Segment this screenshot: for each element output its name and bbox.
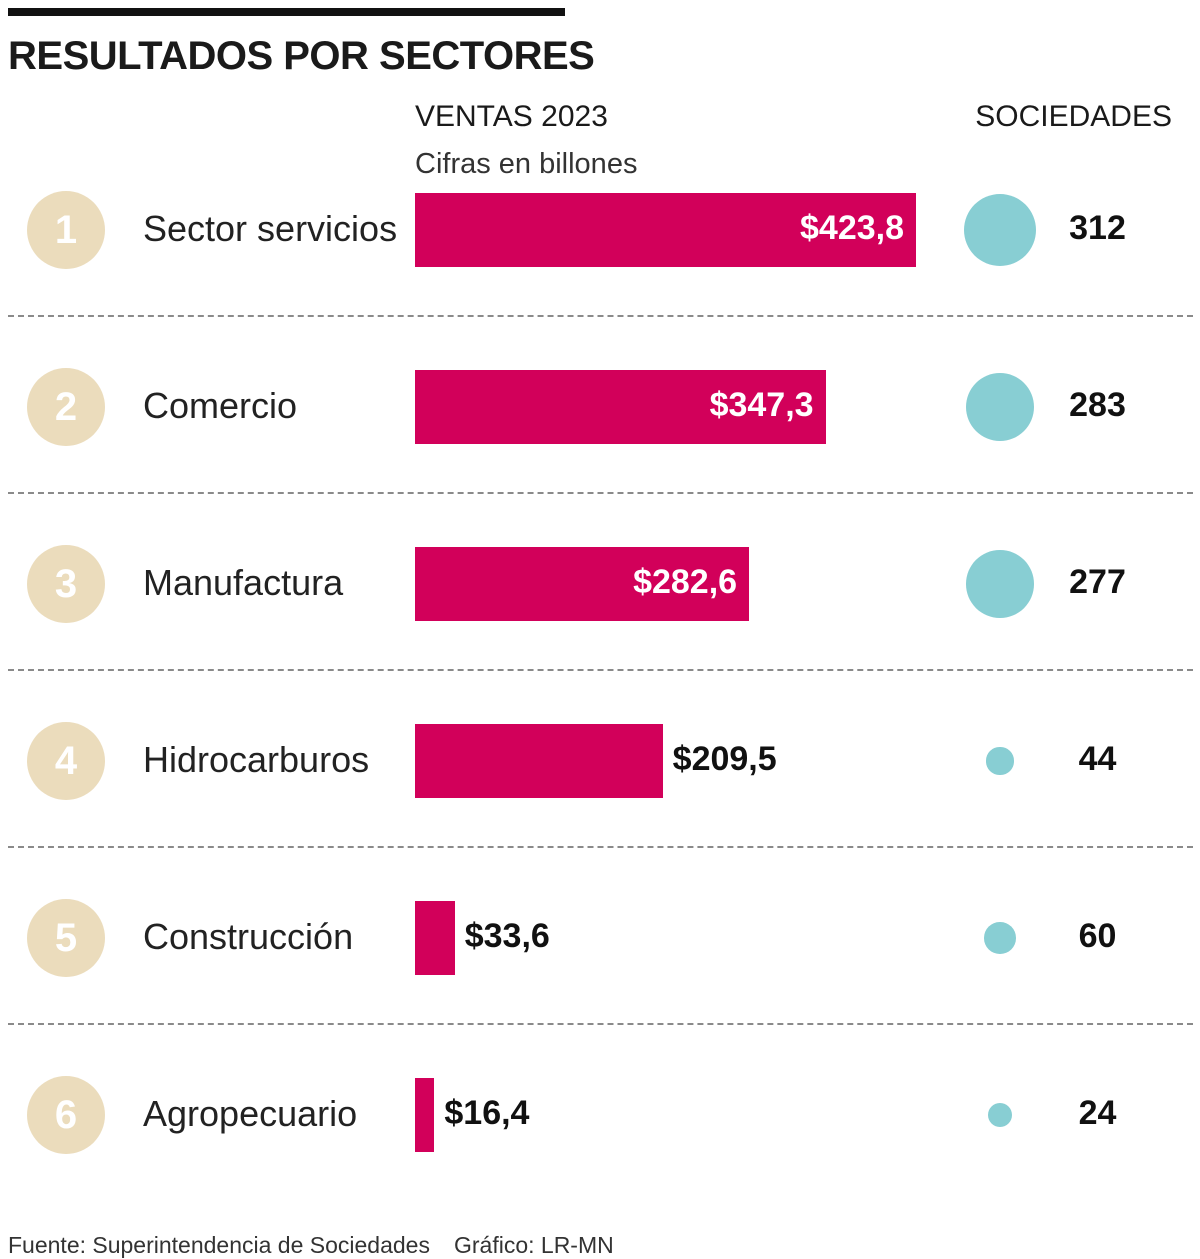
sociedades-bubble: [988, 1103, 1012, 1127]
sociedades-header: SOCIEDADES: [975, 100, 1172, 133]
footer-source: Fuente: Superintendencia de Sociedades: [8, 1232, 430, 1258]
sales-bar: [415, 1078, 435, 1152]
sales-value-label: $209,5: [672, 740, 777, 778]
sociedades-count: 312: [1069, 209, 1126, 247]
sector-row: 5 Construcción $33,6 60: [0, 876, 1200, 996]
row-divider: [8, 1023, 1193, 1025]
rank-badge: 6: [27, 1076, 105, 1154]
row-divider: [8, 492, 1193, 494]
sales-value-label: $33,6: [464, 917, 550, 955]
title-rule: [8, 8, 565, 16]
sales-value-label: $347,3: [709, 386, 814, 424]
sales-bar: [415, 901, 455, 975]
row-divider: [8, 669, 1193, 671]
sector-label: Comercio: [143, 385, 298, 426]
sales-bar: [415, 193, 916, 267]
sales-bar: [415, 724, 663, 798]
rank-badge: 5: [27, 899, 105, 977]
sociedades-bubble: [986, 747, 1014, 775]
sociedades-bubble: [984, 922, 1016, 954]
sales-value-label: $423,8: [800, 209, 904, 247]
sociedades-bubble: [965, 372, 1035, 442]
sector-label: Agropecuario: [143, 1093, 358, 1134]
rank-badge: 1: [27, 191, 105, 269]
footer-credit: Gráfico: LR-MN: [453, 1232, 614, 1258]
sociedades-count: 277: [1069, 563, 1126, 601]
rank-badge: 4: [27, 722, 105, 800]
sales-bar: [415, 547, 750, 621]
rank-badge: 3: [27, 545, 105, 623]
sociedades-count: 24: [1078, 1094, 1117, 1132]
sociedades-count: 44: [1078, 740, 1117, 778]
sociedades-count: 60: [1078, 917, 1117, 955]
sociedades-count: 283: [1069, 386, 1126, 424]
sales-value-label: $282,6: [633, 563, 738, 601]
sector-row: 4 Hidrocarburos $209,5 44: [0, 699, 1200, 819]
sector-row: 6 Agropecuario $16,4 24: [0, 1053, 1200, 1173]
sociedades-bubble: [964, 194, 1036, 266]
sector-label: Hidrocarburos: [143, 739, 370, 780]
sector-label: Sector servicios: [143, 208, 398, 249]
sector-row: 1 Sector servicios $423,8 312: [0, 168, 1200, 288]
row-divider: [8, 846, 1193, 848]
row-divider: [8, 315, 1193, 317]
sector-label: Construcción: [143, 916, 354, 957]
sector-row: 3 Manufactura $282,6 277: [0, 522, 1200, 642]
rank-badge: 2: [27, 368, 105, 446]
sector-label: Manufactura: [143, 562, 344, 603]
sales-value-label: $16,4: [444, 1094, 530, 1132]
chart-title: RESULTADOS POR SECTORES: [8, 34, 595, 78]
ventas-subheader: Cifras en billones: [415, 148, 638, 180]
footer: Fuente: Superintendencia de Sociedades Gr…: [8, 1232, 638, 1259]
sector-row: 2 Comercio $347,3 283: [0, 345, 1200, 465]
ventas-header: VENTAS 2023: [415, 100, 608, 133]
sociedades-bubble: [966, 550, 1034, 618]
sales-bar: [415, 370, 826, 444]
